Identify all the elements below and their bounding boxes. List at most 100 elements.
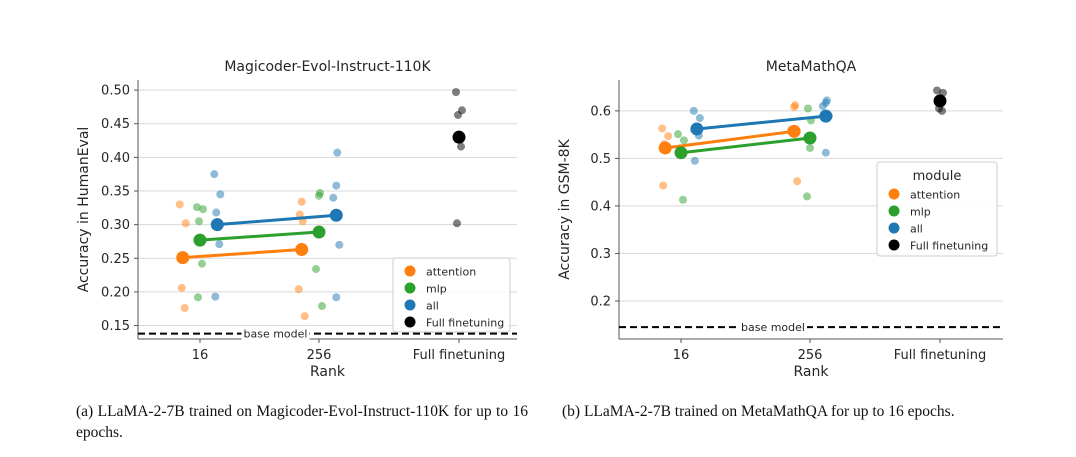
data-point — [195, 217, 203, 226]
mean-point — [329, 208, 343, 222]
base-model-label-bg — [241, 326, 310, 341]
data-point — [659, 181, 668, 190]
data-point — [297, 197, 306, 206]
chart-0: 0.15 0.20 0.25 0.30 0.35 0.40 0.45 0.50 16 256 Ful… — [76, 59, 517, 380]
data-point — [664, 132, 673, 141]
legend-marker — [888, 188, 900, 200]
mean-point — [452, 130, 466, 144]
x-axis-label: Rank — [794, 364, 830, 380]
y-tick-label: 0.5 — [590, 152, 611, 167]
x-tick-label: 256 — [798, 348, 823, 363]
mean-point — [176, 251, 190, 265]
data-point — [793, 177, 802, 186]
y-tick-label: 0.50 — [101, 84, 130, 99]
legend-marker — [888, 205, 900, 217]
mean-point — [787, 124, 801, 138]
mean-trend-line — [680, 136, 811, 155]
chart-title: MetaMathQA — [766, 59, 857, 75]
data-point — [318, 302, 326, 311]
data-point — [312, 265, 320, 274]
y-tick-label: 0.6 — [590, 104, 611, 119]
data-point — [674, 130, 682, 139]
y-axis-label: Accuracy in GSM-8K — [557, 138, 573, 279]
y-tick-label: 0.2 — [590, 294, 611, 309]
series-full-finetuning — [933, 86, 947, 115]
x-tick-label: 256 — [307, 348, 332, 363]
data-point — [938, 106, 946, 115]
mean-trend-line — [664, 129, 795, 150]
legend-label: Full finetuning — [426, 317, 504, 330]
x-tick-label: 16 — [192, 348, 209, 363]
data-point — [803, 192, 811, 201]
data-point — [333, 148, 342, 157]
caption-a: (a) LLaMA-2-7B trained on Magicoder-Evol… — [76, 403, 528, 441]
series-all — [689, 96, 833, 165]
data-point — [211, 292, 220, 301]
mean-point — [674, 146, 688, 160]
chart-title: Magicoder-Evol-Instruct-110K — [224, 59, 431, 75]
mean-point — [658, 141, 672, 155]
data-point — [216, 190, 225, 199]
caption-b: (b) LLaMA-2-7B trained on MetaMathQA for… — [562, 403, 955, 420]
data-point — [457, 142, 465, 151]
legend-marker — [404, 265, 416, 277]
data-point — [212, 208, 221, 217]
y-tick-label: 0.25 — [101, 252, 130, 267]
data-point — [181, 219, 190, 228]
mean-point — [803, 131, 817, 145]
series-full-finetuning — [452, 88, 466, 228]
y-tick-label: 0.40 — [101, 151, 130, 166]
mean-trend-line — [217, 213, 337, 227]
data-point — [806, 143, 814, 152]
data-point — [180, 304, 189, 313]
data-point — [452, 88, 460, 97]
legend-marker — [404, 299, 416, 311]
data-point — [818, 102, 827, 111]
data-point — [198, 259, 206, 268]
mean-point — [819, 109, 833, 123]
data-point — [690, 156, 699, 165]
data-point — [453, 219, 461, 228]
data-point — [193, 203, 201, 212]
legend-marker — [404, 282, 416, 294]
data-point — [679, 195, 687, 204]
series-attention — [658, 101, 802, 190]
legend-marker — [888, 222, 900, 234]
data-point — [294, 285, 303, 294]
y-tick-label: 0.15 — [101, 319, 130, 334]
data-point — [454, 110, 462, 119]
y-tick-label: 0.4 — [590, 199, 611, 214]
data-point — [175, 200, 184, 209]
data-point — [689, 106, 698, 115]
data-point — [332, 181, 341, 190]
base-model-label: base model — [741, 321, 805, 334]
data-point — [300, 312, 309, 321]
data-point — [658, 124, 667, 133]
legend-label: Full finetuning — [910, 240, 988, 253]
mean-trend-line — [182, 248, 302, 260]
mean-point — [295, 243, 309, 257]
legend-title: module — [913, 169, 962, 184]
series-mlp — [674, 104, 817, 204]
x-tick-label: Full finetuning — [894, 348, 986, 363]
data-point — [215, 240, 224, 249]
legend-box — [876, 161, 998, 257]
base-model-label: base model — [244, 328, 308, 341]
data-point — [804, 104, 812, 113]
data-point — [790, 103, 799, 112]
data-point — [695, 114, 704, 123]
data-point — [210, 170, 219, 179]
mean-point — [690, 122, 704, 136]
legend-label: all — [426, 300, 439, 313]
series-all — [210, 148, 344, 302]
data-point — [335, 240, 344, 249]
y-tick-label: 0.3 — [590, 247, 611, 262]
data-point — [680, 136, 688, 145]
x-tick-label: 16 — [673, 348, 690, 363]
mean-trend-line — [199, 230, 320, 242]
legend-box — [392, 257, 511, 333]
y-tick-label: 0.35 — [101, 185, 130, 200]
legend-label: mlp — [910, 206, 931, 219]
mean-point — [312, 225, 326, 239]
mean-point — [210, 218, 224, 232]
